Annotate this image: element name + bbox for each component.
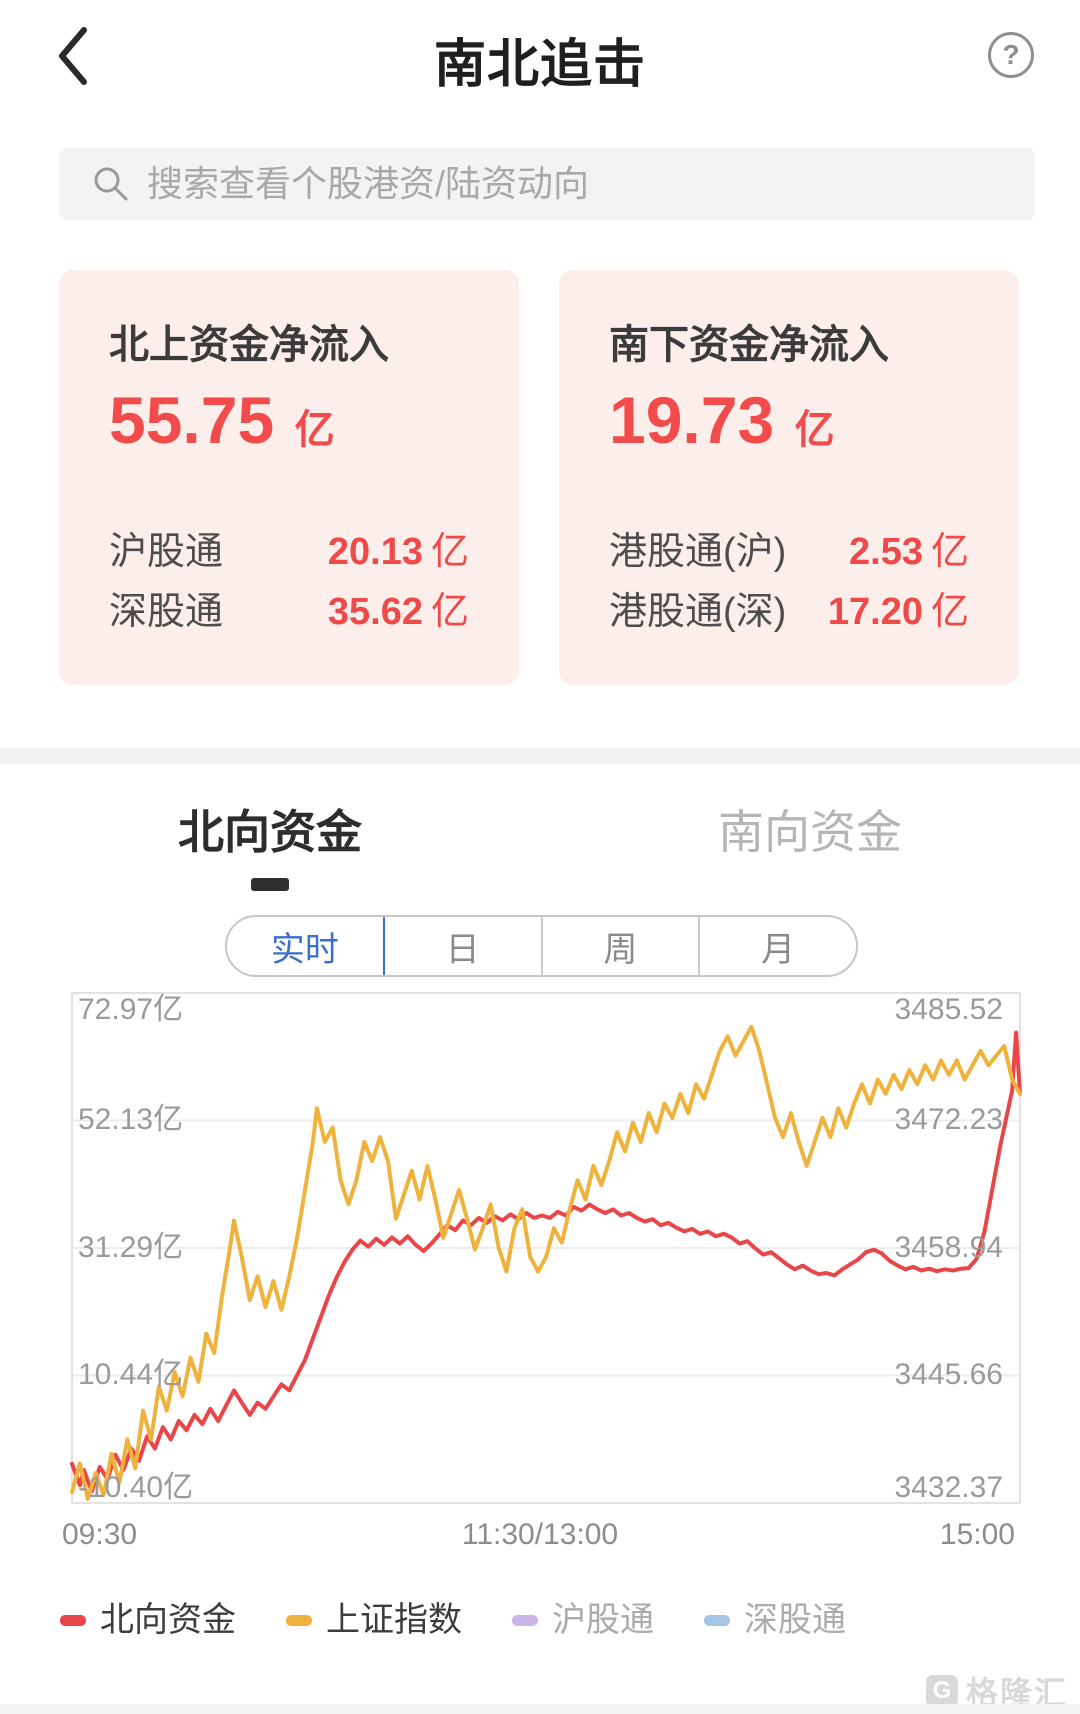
row-value: 35.62 亿 <box>327 591 469 633</box>
segment-month[interactable]: 月 <box>698 917 856 975</box>
chart-legend: 北向资金 上证指数 沪股通 深股通 <box>0 1598 1080 1642</box>
search-icon <box>94 167 128 201</box>
row-value: 2.53 亿 <box>849 531 969 573</box>
legend-item-sz-connect[interactable]: 深股通 <box>704 1600 846 1640</box>
right-axis-tick: 3485.52 <box>894 993 1003 1026</box>
card-row: 港股通(沪) 2.53 亿 <box>609 531 969 573</box>
tab-northbound[interactable]: 北向资金 <box>178 806 362 858</box>
card-rows: 沪股通 20.13 亿 深股通 35.62 亿 <box>109 531 469 633</box>
right-axis-tick: 3445.66 <box>894 1358 1003 1391</box>
row-label: 沪股通 <box>109 531 224 573</box>
segment-realtime[interactable]: 实时 <box>270 930 339 969</box>
left-axis-tick: 31.29亿 <box>78 1231 184 1264</box>
search-bar[interactable] <box>59 148 1035 220</box>
question-icon: ? <box>1002 39 1020 70</box>
section-divider <box>0 748 1080 764</box>
left-axis-tick: -10.40亿 <box>78 1471 194 1504</box>
northbound-inflow-card: 北上资金净流入 55.75 亿 沪股通 20.13 亿 深股通 35.62 亿 <box>59 270 519 685</box>
inflow-unit: 亿 <box>294 408 335 452</box>
left-axis-tick: 72.97亿 <box>78 993 184 1026</box>
help-button[interactable]: ? <box>988 32 1034 78</box>
gelonghui-logo-icon: G <box>925 1675 958 1707</box>
chart-canvas <box>70 992 1022 1504</box>
legend-item-sse-index[interactable]: 上证指数 <box>286 1600 462 1640</box>
footer-strip <box>0 1704 1080 1714</box>
segment-day[interactable]: 日 <box>382 917 541 975</box>
row-value: 20.13 亿 <box>327 531 469 573</box>
direction-tabs: 北向资金 南向资金 <box>0 804 1080 860</box>
row-label: 港股通(沪) <box>609 531 787 573</box>
legend-swatch <box>512 1614 538 1626</box>
card-row: 深股通 35.62 亿 <box>109 591 469 633</box>
inflow-value: 19.73 <box>609 383 775 457</box>
card-row: 沪股通 20.13 亿 <box>109 531 469 573</box>
row-label: 港股通(深) <box>609 591 787 633</box>
flow-line-chart[interactable]: 72.97亿 52.13亿 31.29亿 10.44亿 -10.40亿 3485… <box>0 960 1080 1560</box>
right-axis-tick: 3472.23 <box>894 1103 1003 1136</box>
card-title: 北上资金净流入 <box>109 323 389 367</box>
segment-week[interactable]: 周 <box>540 917 699 975</box>
card-value: 19.73 亿 <box>609 380 969 479</box>
active-tab-underline <box>251 878 289 891</box>
chevron-left-icon <box>59 27 87 85</box>
legend-item-northbound[interactable]: 北向资金 <box>60 1600 236 1640</box>
right-axis-tick: 3432.37 <box>894 1471 1003 1504</box>
row-label: 深股通 <box>109 591 224 633</box>
back-button[interactable] <box>52 24 96 88</box>
header: 南北追击 ? <box>0 0 1080 120</box>
southbound-inflow-card: 南下资金净流入 19.73 亿 港股通(沪) 2.53 亿 港股通(深) 17.2… <box>559 270 1019 685</box>
tab-southbound[interactable]: 南向资金 <box>718 806 902 858</box>
legend-swatch <box>60 1614 86 1626</box>
right-axis-tick: 3458.94 <box>894 1231 1003 1264</box>
left-axis-tick: 10.44亿 <box>78 1358 184 1391</box>
card-title: 南下资金净流入 <box>609 323 889 367</box>
inflow-value: 55.75 <box>109 383 275 457</box>
card-row: 港股通(深) 17.20 亿 <box>609 591 969 633</box>
legend-swatch <box>286 1614 312 1626</box>
card-value: 55.75 亿 <box>109 380 469 479</box>
search-input[interactable] <box>145 162 1011 206</box>
page-title: 南北追击 <box>433 36 646 94</box>
x-axis-tick-open: 09:30 <box>62 1518 138 1551</box>
legend-item-sh-connect[interactable]: 沪股通 <box>512 1600 654 1640</box>
x-axis-tick-midday: 11:30/13:00 <box>461 1518 619 1551</box>
period-segmented-control: 实时 日 周 月 <box>225 915 858 977</box>
inflow-unit: 亿 <box>794 408 835 452</box>
card-rows: 港股通(沪) 2.53 亿 港股通(深) 17.20 亿 <box>609 531 969 633</box>
x-axis-tick-close: 15:00 <box>939 1518 1015 1551</box>
row-value: 17.20 亿 <box>827 591 969 633</box>
left-axis-tick: 52.13亿 <box>78 1103 184 1136</box>
legend-swatch <box>704 1614 730 1626</box>
